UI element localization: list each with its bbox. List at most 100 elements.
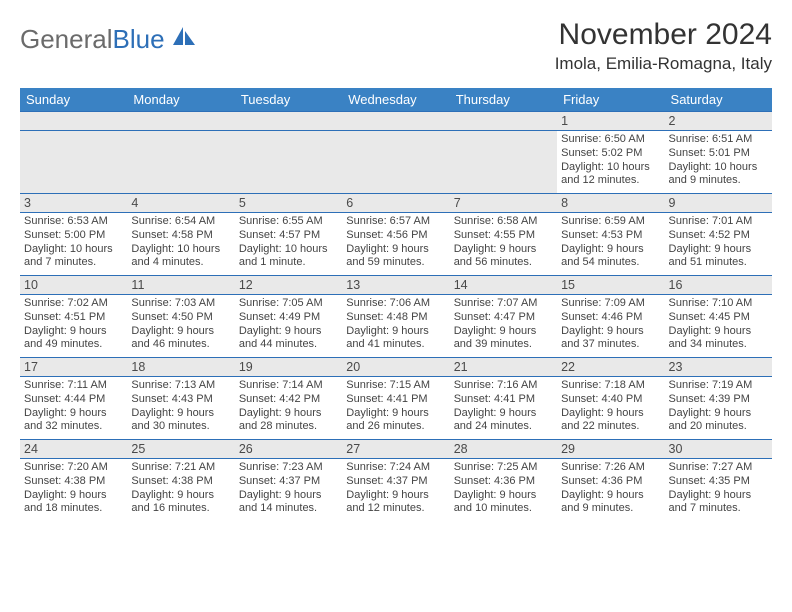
day-cell-info: Sunrise: 7:02 AMSunset: 4:51 PMDaylight:… — [20, 295, 127, 358]
logo-sail-icon — [169, 23, 199, 49]
day-info: Sunrise: 7:25 AMSunset: 4:36 PMDaylight:… — [450, 459, 557, 521]
day-header: Sunday — [20, 88, 127, 112]
day-info-line: Sunset: 4:41 PM — [346, 393, 445, 407]
day-number: 30 — [665, 440, 772, 458]
day-number: 2 — [665, 112, 772, 130]
day-cell-num — [450, 112, 557, 131]
day-number: 19 — [235, 358, 342, 376]
day-info: Sunrise: 7:23 AMSunset: 4:37 PMDaylight:… — [235, 459, 342, 521]
day-info-line: Daylight: 9 hours — [131, 325, 230, 339]
info-row: Sunrise: 6:53 AMSunset: 5:00 PMDaylight:… — [20, 213, 772, 276]
day-info-line: Sunrise: 6:58 AM — [454, 215, 553, 229]
day-info-line: and 24 minutes. — [454, 420, 553, 434]
day-info-line: Daylight: 9 hours — [454, 243, 553, 257]
day-cell-num: 22 — [557, 358, 664, 377]
day-cell-info — [235, 131, 342, 194]
day-number: 5 — [235, 194, 342, 212]
day-info-line: and 12 minutes. — [561, 174, 660, 188]
day-number: 24 — [20, 440, 127, 458]
day-info-line: Sunset: 4:50 PM — [131, 311, 230, 325]
day-info: Sunrise: 7:11 AMSunset: 4:44 PMDaylight:… — [20, 377, 127, 439]
day-info-line: Sunrise: 7:15 AM — [346, 379, 445, 393]
day-info-line: Sunset: 4:43 PM — [131, 393, 230, 407]
day-cell-info: Sunrise: 7:05 AMSunset: 4:49 PMDaylight:… — [235, 295, 342, 358]
day-info: Sunrise: 7:05 AMSunset: 4:49 PMDaylight:… — [235, 295, 342, 357]
day-cell-info: Sunrise: 6:57 AMSunset: 4:56 PMDaylight:… — [342, 213, 449, 276]
day-cell-num: 26 — [235, 440, 342, 459]
day-info-line: Sunrise: 7:23 AM — [239, 461, 338, 475]
day-info-line: Sunset: 4:38 PM — [131, 475, 230, 489]
day-info-line: Sunrise: 7:09 AM — [561, 297, 660, 311]
day-cell-info: Sunrise: 7:09 AMSunset: 4:46 PMDaylight:… — [557, 295, 664, 358]
day-info-line: and 4 minutes. — [131, 256, 230, 270]
day-number: 21 — [450, 358, 557, 376]
day-info-line: Daylight: 9 hours — [669, 243, 768, 257]
day-cell-info: Sunrise: 7:25 AMSunset: 4:36 PMDaylight:… — [450, 459, 557, 522]
day-info-line: Sunrise: 7:25 AM — [454, 461, 553, 475]
day-info-line: Sunset: 4:41 PM — [454, 393, 553, 407]
day-cell-num: 16 — [665, 276, 772, 295]
day-cell-info: Sunrise: 6:53 AMSunset: 5:00 PMDaylight:… — [20, 213, 127, 276]
day-number: 22 — [557, 358, 664, 376]
day-info-line: Sunrise: 7:06 AM — [346, 297, 445, 311]
day-info: Sunrise: 6:53 AMSunset: 5:00 PMDaylight:… — [20, 213, 127, 275]
day-info-line: Sunset: 4:53 PM — [561, 229, 660, 243]
daynum-row: 12 — [20, 112, 772, 131]
day-info: Sunrise: 7:27 AMSunset: 4:35 PMDaylight:… — [665, 459, 772, 521]
day-info: Sunrise: 7:21 AMSunset: 4:38 PMDaylight:… — [127, 459, 234, 521]
day-info-line: Sunrise: 6:57 AM — [346, 215, 445, 229]
day-info-line: and 7 minutes. — [669, 502, 768, 516]
day-cell-info: Sunrise: 7:18 AMSunset: 4:40 PMDaylight:… — [557, 377, 664, 440]
day-info: Sunrise: 7:18 AMSunset: 4:40 PMDaylight:… — [557, 377, 664, 439]
day-info-line: and 30 minutes. — [131, 420, 230, 434]
day-info-line: Daylight: 9 hours — [454, 407, 553, 421]
day-number: 17 — [20, 358, 127, 376]
day-cell-info: Sunrise: 7:06 AMSunset: 4:48 PMDaylight:… — [342, 295, 449, 358]
day-cell-info: Sunrise: 6:59 AMSunset: 4:53 PMDaylight:… — [557, 213, 664, 276]
day-info: Sunrise: 6:51 AMSunset: 5:01 PMDaylight:… — [665, 131, 772, 193]
day-info-line: Sunset: 4:38 PM — [24, 475, 123, 489]
day-info-line: Daylight: 9 hours — [561, 489, 660, 503]
day-info: Sunrise: 6:50 AMSunset: 5:02 PMDaylight:… — [557, 131, 664, 193]
day-info-line: Daylight: 9 hours — [669, 489, 768, 503]
day-info-line: and 26 minutes. — [346, 420, 445, 434]
day-info-line: and 41 minutes. — [346, 338, 445, 352]
day-info: Sunrise: 7:06 AMSunset: 4:48 PMDaylight:… — [342, 295, 449, 357]
day-number: 14 — [450, 276, 557, 294]
day-cell-num: 15 — [557, 276, 664, 295]
day-info-line: Daylight: 9 hours — [346, 325, 445, 339]
day-info: Sunrise: 7:24 AMSunset: 4:37 PMDaylight:… — [342, 459, 449, 521]
day-cell-num: 2 — [665, 112, 772, 131]
day-header-row: Sunday Monday Tuesday Wednesday Thursday… — [20, 88, 772, 112]
day-info-line: Sunrise: 7:21 AM — [131, 461, 230, 475]
day-info-line: Sunset: 4:46 PM — [561, 311, 660, 325]
day-cell-num: 27 — [342, 440, 449, 459]
day-info: Sunrise: 7:02 AMSunset: 4:51 PMDaylight:… — [20, 295, 127, 357]
day-cell-num: 8 — [557, 194, 664, 213]
day-info-line: Daylight: 9 hours — [24, 407, 123, 421]
day-info-line: Sunrise: 7:19 AM — [669, 379, 768, 393]
day-info-line: Sunset: 4:37 PM — [346, 475, 445, 489]
day-cell-num: 3 — [20, 194, 127, 213]
day-info-line: Sunrise: 7:11 AM — [24, 379, 123, 393]
day-cell-info: Sunrise: 7:19 AMSunset: 4:39 PMDaylight:… — [665, 377, 772, 440]
day-info-line: Sunrise: 7:05 AM — [239, 297, 338, 311]
day-info: Sunrise: 7:15 AMSunset: 4:41 PMDaylight:… — [342, 377, 449, 439]
day-info-line: Daylight: 10 hours — [669, 161, 768, 175]
day-header: Tuesday — [235, 88, 342, 112]
day-info-line: Sunset: 5:02 PM — [561, 147, 660, 161]
day-info-line: Sunset: 4:47 PM — [454, 311, 553, 325]
day-info-line: Daylight: 9 hours — [239, 325, 338, 339]
day-cell-info: Sunrise: 7:03 AMSunset: 4:50 PMDaylight:… — [127, 295, 234, 358]
day-info-line: Daylight: 10 hours — [24, 243, 123, 257]
day-number: 9 — [665, 194, 772, 212]
day-number: 26 — [235, 440, 342, 458]
info-row: Sunrise: 7:20 AMSunset: 4:38 PMDaylight:… — [20, 459, 772, 522]
day-cell-info: Sunrise: 7:23 AMSunset: 4:37 PMDaylight:… — [235, 459, 342, 522]
day-number: 1 — [557, 112, 664, 130]
day-info-line: and 7 minutes. — [24, 256, 123, 270]
day-cell-num: 14 — [450, 276, 557, 295]
day-info-line: Daylight: 9 hours — [561, 243, 660, 257]
day-info: Sunrise: 7:16 AMSunset: 4:41 PMDaylight:… — [450, 377, 557, 439]
day-info: Sunrise: 6:57 AMSunset: 4:56 PMDaylight:… — [342, 213, 449, 275]
